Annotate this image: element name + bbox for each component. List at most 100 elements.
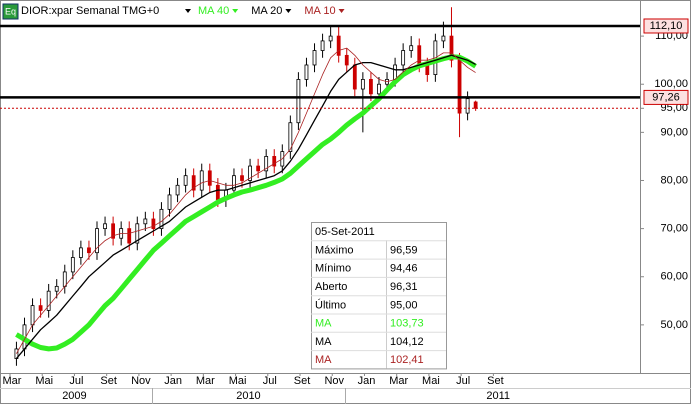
x-tick-label: Mar [3, 375, 22, 387]
price-label: 112,10 [650, 20, 683, 32]
candle-body [393, 64, 397, 80]
x-tick-label: Mai [35, 375, 53, 387]
ma-line [15, 54, 477, 352]
candle-body [240, 175, 244, 181]
candle-body [417, 45, 422, 66]
plot-area [0, 7, 640, 366]
candle-body [369, 79, 373, 95]
header: Eq DIOR:xpar Semanal TMG+0 MA 40 MA 20 MA … [2, 3, 345, 20]
icon [2, 3, 19, 20]
y-tick-label: 70,00 [660, 223, 688, 235]
candle-body [38, 305, 43, 311]
y-tick-label: 95,00 [660, 102, 688, 114]
candle-body [207, 170, 212, 186]
year-label: 2010 [236, 390, 260, 402]
candle-body [312, 50, 317, 66]
candle-body [191, 175, 196, 191]
info-date: 05-Set-2011 [315, 226, 375, 238]
legend-entry[interactable]: MA 10 [304, 5, 335, 17]
legend-entry[interactable]: MA 20 [251, 5, 282, 17]
candle-body [328, 35, 333, 42]
y-tick-label: 50,00 [660, 319, 688, 331]
dropdown-arrow[interactable] [338, 9, 345, 13]
candle-body [143, 218, 148, 225]
candle-body [457, 59, 462, 114]
candle-body [248, 165, 252, 181]
candle-body [95, 228, 99, 254]
candle-body [78, 247, 83, 258]
info-label: Máximo [315, 244, 354, 256]
x-tick-label: Jul [69, 375, 83, 387]
x-tick-label: Mar [196, 375, 215, 387]
candle-body [87, 247, 91, 254]
candle-body [304, 64, 309, 80]
info-box: 05-Set-2011 Máximo 96,59 Mínimo 94,46 Aberto 9… [311, 222, 447, 370]
info-value: 96,59 [390, 244, 418, 256]
dropdown-arrow[interactable] [285, 9, 292, 13]
dropdown-arrow[interactable] [232, 9, 239, 13]
info-value: 94,46 [390, 263, 418, 275]
info-value: 95,00 [390, 299, 418, 311]
candle-body [175, 184, 180, 196]
candle-body [199, 170, 204, 191]
y-tick-label: 100,00 [654, 78, 688, 90]
price-label-box [643, 89, 689, 105]
candle-body [409, 45, 414, 51]
chart-title: DIOR:xpar Semanal TMG+0 [21, 5, 159, 17]
info-value: 96,31 [390, 281, 418, 293]
candle-body [167, 194, 172, 210]
x-tick-label: Set [100, 375, 117, 387]
y-tick-label: 60,00 [660, 271, 688, 283]
candle-body [465, 98, 470, 114]
year-label: 2009 [62, 390, 86, 402]
candle-body [336, 35, 341, 56]
ma-line [15, 54, 476, 360]
candle-body [135, 223, 140, 244]
candle-body [320, 40, 325, 51]
info-value: 102,41 [390, 354, 424, 366]
x-tick-label: Nov [324, 375, 344, 387]
candle-body [272, 156, 277, 167]
info-value: 104,12 [390, 336, 424, 348]
year-label: 2011 [486, 390, 510, 402]
info-label: Mínimo [315, 263, 351, 275]
price-label-box [643, 18, 689, 34]
candle-body [401, 50, 406, 66]
dropdown-arrow[interactable] [185, 9, 191, 13]
candle-body [360, 79, 365, 90]
candle-body [183, 175, 188, 186]
info-label: MA [315, 318, 332, 330]
candle-body [70, 257, 75, 273]
candle-body [352, 64, 357, 90]
candle-body [296, 79, 301, 124]
candle-body [288, 122, 293, 153]
x-tick-label: Nov [131, 375, 151, 387]
x-tick-label: Jan [164, 375, 182, 387]
candle-body [111, 223, 116, 239]
ma-line [16, 47, 476, 354]
candle-body [215, 184, 220, 201]
price-label: 97,26 [652, 91, 680, 103]
y-tick-label: 80,00 [660, 174, 688, 186]
info-label: Aberto [315, 281, 347, 293]
x-tick-label: Mar [389, 375, 408, 387]
candle-body [256, 165, 261, 172]
info-value: 103,73 [390, 318, 424, 330]
info-label: MA [315, 336, 332, 348]
y-tick-label: 90,00 [660, 126, 688, 138]
x-tick-label: Jan [358, 375, 376, 387]
x-tick-label: Jul [456, 375, 470, 387]
icon-text: Eq [5, 6, 16, 16]
candle-body [62, 271, 67, 287]
candle-body [264, 156, 269, 172]
candle-body [103, 223, 107, 230]
candle-body [30, 305, 35, 326]
x-tick-label: Set [487, 375, 504, 387]
candle-body [344, 54, 349, 66]
info-label: MA [315, 354, 332, 366]
legend-entry[interactable]: MA 40 [198, 5, 229, 17]
candle-body [449, 35, 454, 61]
candle-body [473, 101, 478, 109]
candle-body [151, 218, 156, 230]
